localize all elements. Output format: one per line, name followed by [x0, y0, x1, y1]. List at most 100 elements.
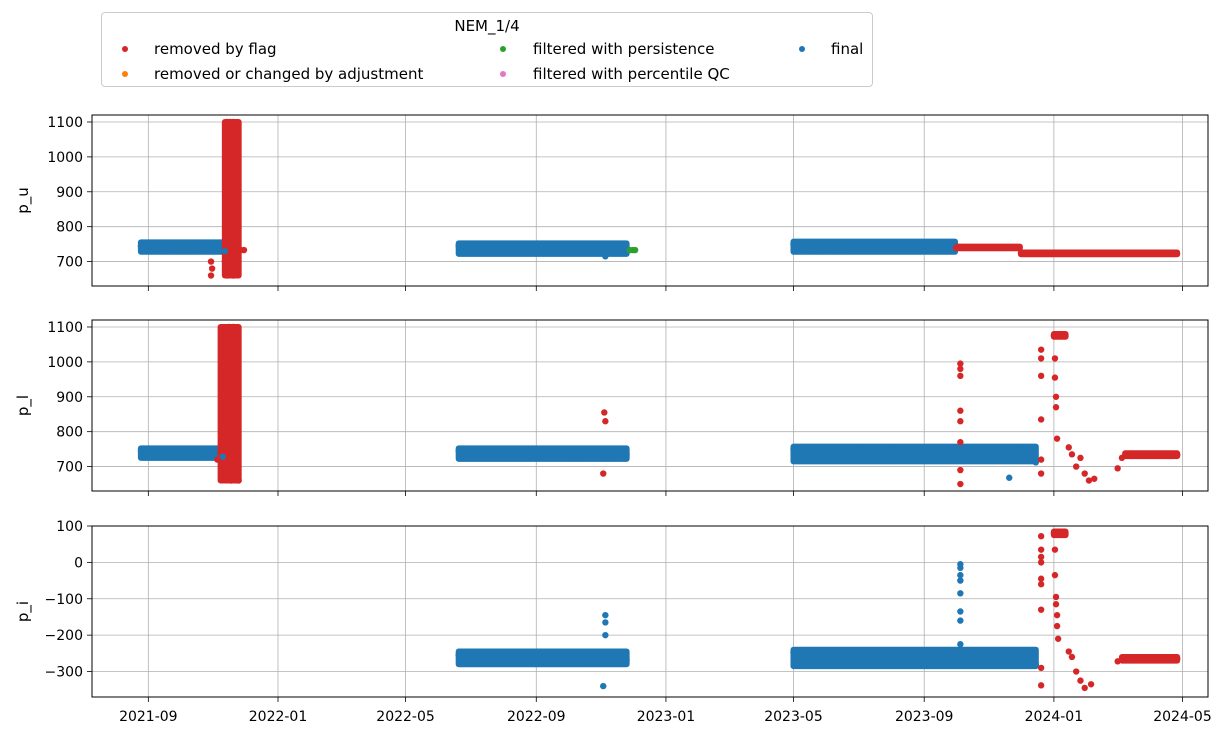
legend-label-removed-by-adjustment: removed or changed by adjustment [154, 65, 424, 83]
point-final [1006, 474, 1013, 481]
point-removed-by-flag [1134, 250, 1142, 257]
y-tick-label: 1000 [47, 150, 83, 166]
point-final [455, 651, 462, 659]
point-removed-by-flag [231, 206, 238, 213]
point-final [170, 246, 178, 253]
y-axis-label: p_l [14, 395, 33, 416]
point-removed-by-flag [1050, 530, 1058, 537]
point-final [602, 611, 609, 619]
point-removed-by-flag [1129, 451, 1136, 458]
point-final [542, 244, 550, 251]
y-tick-label: −200 [45, 628, 83, 644]
point-final [160, 448, 167, 456]
point-final [202, 451, 209, 458]
point-removed-by-flag [1037, 559, 1045, 566]
point-removed-by-flag [1051, 374, 1059, 381]
point-final [790, 240, 797, 248]
point-removed-by-flag [1081, 470, 1088, 477]
y-tick-label: 1100 [47, 115, 83, 131]
point-removed-by-flag [957, 360, 964, 367]
point-removed-by-flag [230, 272, 237, 279]
point-removed-by-flag [1068, 451, 1076, 458]
y-tick-label: 800 [56, 220, 83, 236]
point-removed-by-flag [1077, 454, 1084, 462]
point-removed-by-flag [1114, 250, 1121, 257]
point-final [957, 651, 964, 659]
point-final [542, 651, 550, 659]
point-final [500, 651, 507, 659]
point-removed-by-flag [1037, 606, 1045, 613]
point-removed-by-flag [1065, 648, 1072, 655]
point-final [790, 445, 797, 453]
point-final [957, 571, 964, 579]
point-final [137, 447, 145, 455]
point-removed-by-flag [1037, 581, 1045, 588]
legend-label-removed-by-flag: removed by flag [154, 40, 277, 58]
point-final [607, 453, 614, 460]
y-tick-label: 1000 [47, 355, 83, 371]
point-final [957, 577, 964, 584]
point-final [542, 448, 550, 456]
point-removed-by-flag [957, 365, 964, 373]
x-tick-label: 2023-05 [764, 709, 823, 725]
band-final [790, 238, 959, 255]
legend-label-filtered-percentile: filtered with percentile QC [533, 65, 730, 83]
y-axis-label: p_u [14, 187, 33, 214]
point-final [574, 247, 581, 255]
point-removed-by-flag [1037, 470, 1045, 477]
point-removed-by-flag [1073, 668, 1080, 675]
point-final [602, 657, 609, 664]
point-final [600, 682, 607, 690]
point-removed-by-flag [952, 244, 960, 251]
point-removed-by-flag [1173, 655, 1181, 662]
point-final [823, 451, 830, 458]
point-removed-by-flag [985, 244, 993, 251]
x-tick-label: 2024-01 [1025, 709, 1084, 725]
point-final [790, 649, 797, 656]
band-removed-by-flag [217, 323, 242, 484]
point-removed-by-flag [1037, 456, 1045, 463]
point-removed-by-flag [1050, 250, 1058, 257]
point-removed-by-flag [1011, 244, 1018, 251]
point-removed-by-flag [1037, 664, 1045, 672]
point-final [855, 446, 862, 454]
band-removed-by-flag [221, 118, 242, 279]
point-removed-by-flag [223, 341, 231, 348]
point-removed-by-flag [234, 463, 241, 470]
legend-marker-final [799, 46, 805, 52]
point-final [888, 240, 895, 248]
legend-marker-removed-by-flag [122, 46, 128, 52]
y-tick-label: 800 [56, 425, 83, 441]
point-removed-by-flag [230, 323, 237, 331]
point-removed-by-flag [1114, 465, 1121, 472]
y-tick-label: 700 [56, 460, 83, 476]
point-removed-by-flag [957, 466, 964, 474]
point-removed-by-flag [1118, 454, 1126, 462]
point-final [921, 242, 928, 250]
y-tick-label: 700 [56, 255, 83, 271]
point-removed-by-flag [1037, 682, 1045, 689]
point-removed-by-flag [224, 188, 232, 195]
axes-frame [91, 319, 1209, 492]
point-removed-by-flag [1037, 532, 1045, 540]
point-final [500, 242, 507, 250]
point-final [623, 656, 630, 664]
point-final [1032, 661, 1040, 668]
point-removed-by-flag [957, 438, 964, 446]
point-final [181, 449, 188, 456]
band-final [455, 240, 630, 257]
point-final [590, 659, 597, 666]
point-removed-by-flag [225, 136, 233, 143]
point-removed-by-flag [1053, 622, 1061, 630]
point-removed-by-flag [1070, 250, 1078, 257]
point-removed-by-flag [219, 428, 226, 435]
legend-marker-filtered-persistence [500, 46, 506, 52]
point-removed-by-flag [1073, 463, 1080, 470]
point-final [823, 246, 830, 253]
x-tick-label: 2023-01 [637, 709, 696, 725]
point-removed-by-flag [214, 456, 221, 463]
point-removed-by-flag [1053, 435, 1061, 442]
y-tick-label: 0 [74, 555, 83, 571]
point-removed-by-flag [1037, 355, 1045, 362]
point-removed-by-flag [1093, 250, 1100, 257]
